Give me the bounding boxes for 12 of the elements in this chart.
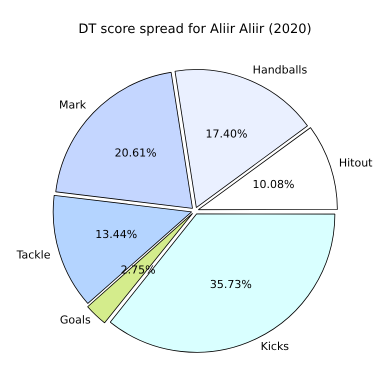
slice-label: Handballs bbox=[252, 64, 308, 77]
data-label: 10.08% bbox=[252, 178, 294, 191]
slice-label: Kicks bbox=[260, 340, 290, 354]
chart-title: DT score spread for Aliir Aliir (2020) bbox=[78, 22, 312, 38]
slice-label: Tackle bbox=[16, 248, 51, 262]
slice-label: Goals bbox=[60, 313, 91, 326]
data-label: 17.40% bbox=[205, 127, 248, 140]
slice-label: Hitout bbox=[338, 156, 374, 170]
data-label: 35.73% bbox=[210, 278, 252, 292]
data-label: 13.44% bbox=[95, 228, 138, 242]
data-label: 20.61% bbox=[114, 146, 157, 160]
slice-label: Mark bbox=[58, 98, 87, 112]
